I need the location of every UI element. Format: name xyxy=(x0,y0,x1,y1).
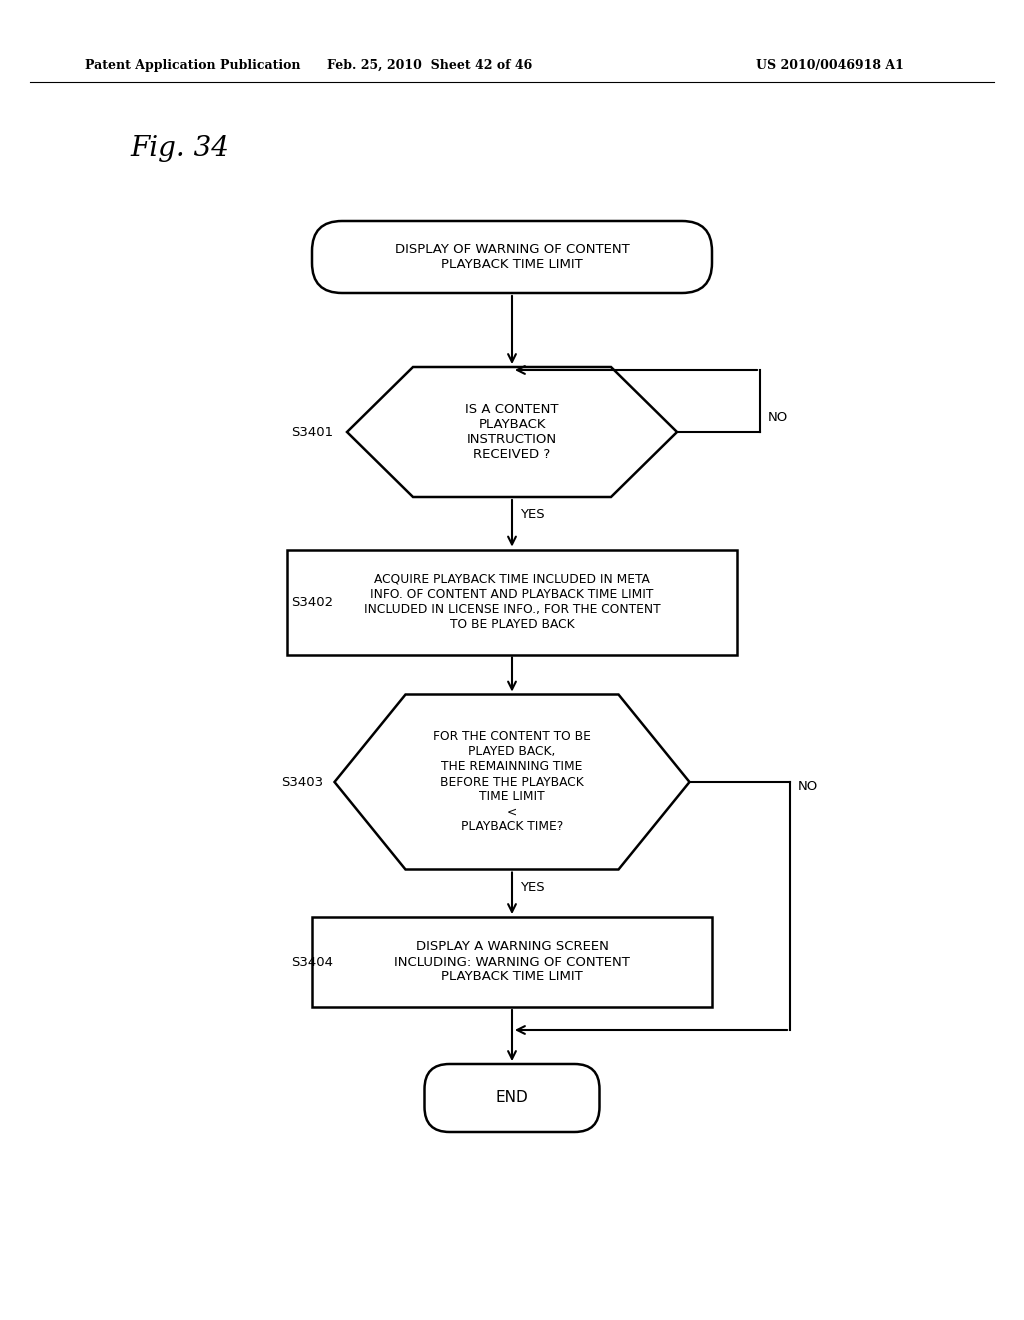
Text: S3402: S3402 xyxy=(291,595,333,609)
Text: S3404: S3404 xyxy=(291,956,333,969)
Text: YES: YES xyxy=(520,508,545,521)
Text: NO: NO xyxy=(798,780,818,793)
Text: NO: NO xyxy=(768,411,788,424)
Text: END: END xyxy=(496,1090,528,1106)
FancyBboxPatch shape xyxy=(425,1064,599,1133)
Polygon shape xyxy=(347,367,677,498)
Polygon shape xyxy=(335,694,689,870)
Text: DISPLAY OF WARNING OF CONTENT
PLAYBACK TIME LIMIT: DISPLAY OF WARNING OF CONTENT PLAYBACK T… xyxy=(394,243,630,271)
Text: IS A CONTENT
PLAYBACK
INSTRUCTION
RECEIVED ?: IS A CONTENT PLAYBACK INSTRUCTION RECEIV… xyxy=(465,403,559,461)
Text: FOR THE CONTENT TO BE
PLAYED BACK,
THE REMAINNING TIME
BEFORE THE PLAYBACK
TIME : FOR THE CONTENT TO BE PLAYED BACK, THE R… xyxy=(433,730,591,833)
Text: S3403: S3403 xyxy=(281,776,323,788)
Bar xyxy=(287,549,737,655)
Text: Patent Application Publication: Patent Application Publication xyxy=(85,58,300,71)
Text: US 2010/0046918 A1: US 2010/0046918 A1 xyxy=(756,58,904,71)
Text: ACQUIRE PLAYBACK TIME INCLUDED IN META
INFO. OF CONTENT AND PLAYBACK TIME LIMIT
: ACQUIRE PLAYBACK TIME INCLUDED IN META I… xyxy=(364,573,660,631)
Text: S3401: S3401 xyxy=(291,425,333,438)
Text: Fig. 34: Fig. 34 xyxy=(130,135,229,161)
Text: DISPLAY A WARNING SCREEN
INCLUDING: WARNING OF CONTENT
PLAYBACK TIME LIMIT: DISPLAY A WARNING SCREEN INCLUDING: WARN… xyxy=(394,940,630,983)
Text: YES: YES xyxy=(520,880,545,894)
Text: Feb. 25, 2010  Sheet 42 of 46: Feb. 25, 2010 Sheet 42 of 46 xyxy=(328,58,532,71)
Bar xyxy=(312,917,712,1007)
FancyBboxPatch shape xyxy=(312,220,712,293)
